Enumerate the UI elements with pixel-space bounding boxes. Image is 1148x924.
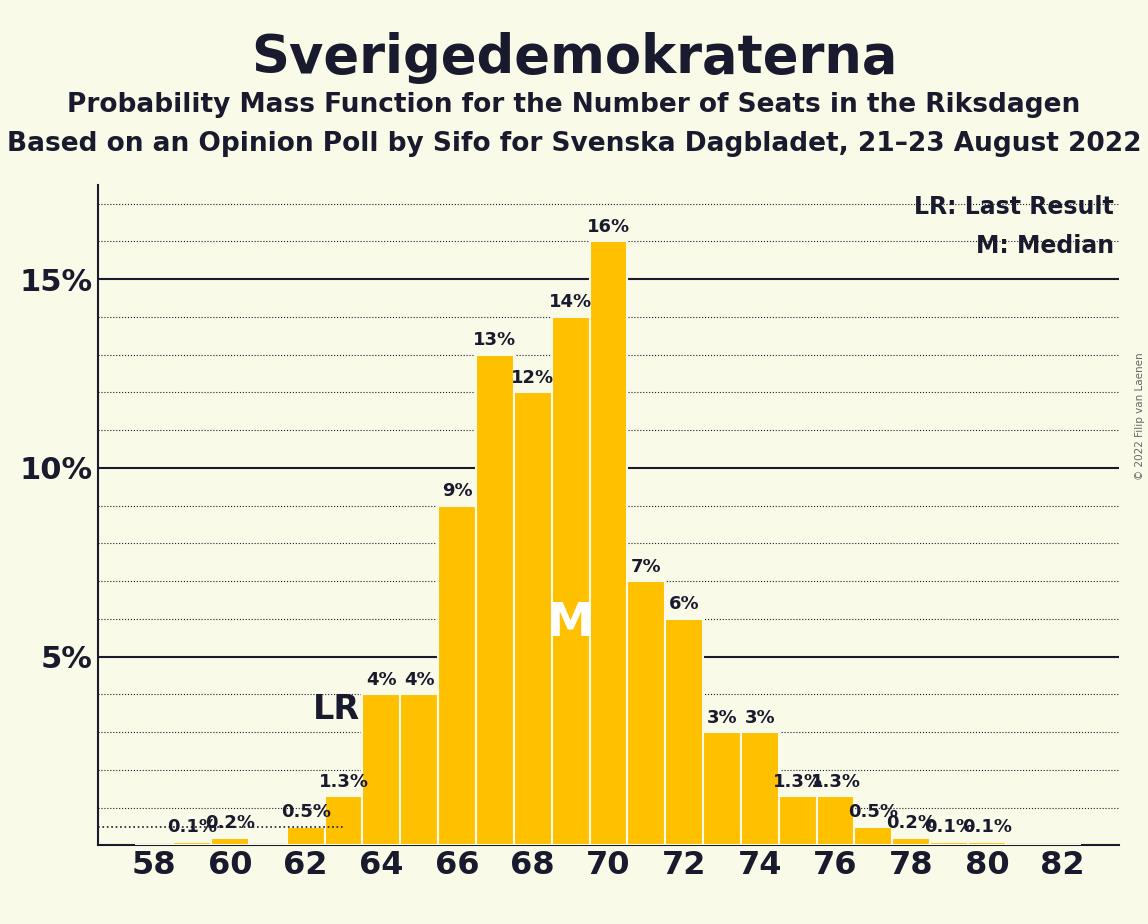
Bar bbox=[703, 732, 740, 845]
Text: 0.1%: 0.1% bbox=[924, 818, 974, 836]
Bar bbox=[401, 695, 439, 845]
Text: 4%: 4% bbox=[366, 671, 397, 688]
Text: 1.3%: 1.3% bbox=[773, 772, 823, 791]
Bar bbox=[173, 842, 211, 845]
Text: Sverigedemokraterna: Sverigedemokraterna bbox=[250, 32, 898, 84]
Bar bbox=[211, 838, 249, 845]
Text: LR: Last Result: LR: Last Result bbox=[915, 195, 1115, 219]
Bar bbox=[514, 393, 552, 845]
Text: LR: LR bbox=[312, 693, 359, 726]
Bar bbox=[325, 796, 363, 845]
Text: 0.5%: 0.5% bbox=[848, 803, 899, 821]
Bar bbox=[778, 796, 816, 845]
Bar bbox=[968, 842, 1006, 845]
Bar bbox=[740, 732, 778, 845]
Bar bbox=[476, 355, 514, 845]
Text: 0.1%: 0.1% bbox=[168, 818, 217, 836]
Bar bbox=[627, 581, 665, 845]
Bar bbox=[930, 842, 968, 845]
Text: Probability Mass Function for the Number of Seats in the Riksdagen: Probability Mass Function for the Number… bbox=[68, 92, 1080, 118]
Text: 12%: 12% bbox=[511, 369, 554, 387]
Text: 14%: 14% bbox=[549, 293, 592, 311]
Text: 16%: 16% bbox=[587, 218, 630, 236]
Bar bbox=[854, 827, 892, 845]
Bar bbox=[590, 241, 627, 845]
Text: © 2022 Filip van Laenen: © 2022 Filip van Laenen bbox=[1135, 352, 1145, 480]
Bar bbox=[439, 505, 476, 845]
Text: 1.3%: 1.3% bbox=[318, 772, 369, 791]
Text: 4%: 4% bbox=[404, 671, 435, 688]
Text: 7%: 7% bbox=[631, 557, 661, 576]
Bar bbox=[287, 827, 325, 845]
Text: 9%: 9% bbox=[442, 482, 472, 500]
Text: 3%: 3% bbox=[707, 709, 737, 726]
Text: 0.2%: 0.2% bbox=[205, 814, 255, 833]
Text: 0.2%: 0.2% bbox=[886, 814, 936, 833]
Text: 0.5%: 0.5% bbox=[281, 803, 331, 821]
Text: 13%: 13% bbox=[473, 331, 517, 349]
Text: 3%: 3% bbox=[745, 709, 775, 726]
Bar bbox=[892, 838, 930, 845]
Text: M: M bbox=[548, 601, 595, 646]
Bar bbox=[665, 619, 703, 845]
Bar bbox=[816, 796, 854, 845]
Text: M: Median: M: Median bbox=[976, 235, 1115, 259]
Bar bbox=[552, 317, 590, 845]
Text: 0.1%: 0.1% bbox=[962, 818, 1011, 836]
Bar bbox=[363, 695, 401, 845]
Text: Based on an Opinion Poll by Sifo for Svenska Dagbladet, 21–23 August 2022: Based on an Opinion Poll by Sifo for Sve… bbox=[7, 131, 1141, 157]
Text: 1.3%: 1.3% bbox=[810, 772, 861, 791]
Text: 6%: 6% bbox=[669, 595, 699, 614]
